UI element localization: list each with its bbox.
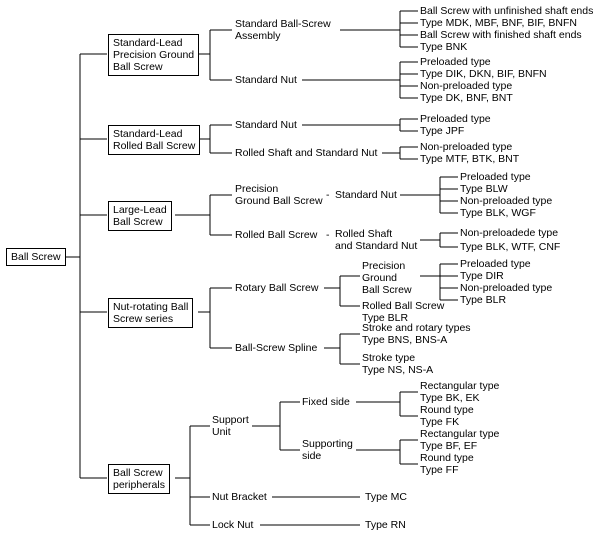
- root-node: Ball Screw: [6, 248, 66, 266]
- c4a-pg2: Type DIR: [460, 270, 504, 282]
- c3a: Precision Ground Ball Screw: [235, 183, 323, 207]
- c5a: Support Unit: [212, 414, 249, 438]
- c5a-fx: Fixed side: [302, 396, 350, 408]
- c5b1: Type MC: [365, 491, 407, 503]
- cat-nut-rotating: Nut-rotating Ball Screw series: [108, 298, 193, 328]
- cat-peripherals: Ball Screw peripherals: [108, 464, 170, 494]
- c4a: Rotary Ball Screw: [235, 282, 318, 294]
- c1b2: Type DIK, DKN, BIF, BNFN: [420, 68, 547, 80]
- c5c1: Type RN: [365, 519, 406, 531]
- c4a-pg: Precision Ground Ball Screw: [362, 260, 412, 296]
- c3b-sep: -: [326, 229, 330, 241]
- c3b: Rolled Ball Screw: [235, 229, 317, 241]
- c3a3: Non-preloaded type: [460, 195, 552, 207]
- cat-std-rolled: Standard-Lead Rolled Ball Screw: [108, 125, 200, 155]
- c4b: Ball-Screw Spline: [235, 342, 317, 354]
- c3b2: Type BLK, WTF, CNF: [460, 241, 560, 253]
- c3a2: Type BLW: [460, 183, 508, 195]
- tree-connectors: [0, 0, 610, 545]
- c2b: Rolled Shaft and Standard Nut: [235, 147, 377, 159]
- c3a-sn: Standard Nut: [335, 189, 397, 201]
- c3b-rs: Rolled Shaft and Standard Nut: [335, 228, 417, 252]
- c5b: Nut Bracket: [212, 491, 267, 503]
- c1b3: Non-preloaded type: [420, 80, 512, 92]
- c2a: Standard Nut: [235, 119, 297, 131]
- c4a-pg3: Non-preloaded type: [460, 282, 552, 294]
- c4b2: Stroke type Type NS, NS-A: [362, 352, 433, 376]
- c5a-fx2: Round type Type FK: [420, 404, 474, 428]
- c5a-fx1: Rectangular type Type BK, EK: [420, 380, 499, 404]
- c1a4: Type BNK: [420, 41, 467, 53]
- c1b1: Preloaded type: [420, 56, 491, 68]
- c4a-rb: Rolled Ball Screw Type BLR: [362, 300, 444, 324]
- c1a: Standard Ball-Screw Assembly: [235, 18, 331, 42]
- c1a2: Type MDK, MBF, BNF, BIF, BNFN: [420, 17, 577, 29]
- c1a3: Ball Screw with finished shaft ends: [420, 29, 582, 41]
- c5a-sp: Supporting side: [302, 438, 353, 462]
- c1b: Standard Nut: [235, 74, 297, 86]
- c1b4: Type DK, BNF, BNT: [420, 92, 513, 104]
- c5a-sp2: Round type Type FF: [420, 452, 474, 476]
- c2b1: Non-preloaded type: [420, 141, 512, 153]
- cat-large-lead: Large-Lead Ball Screw: [108, 201, 172, 231]
- c3a4: Type BLK, WGF: [460, 207, 536, 219]
- c1a1: Ball Screw with unfinished shaft ends: [420, 5, 593, 17]
- c3b1: Non-preloadede type: [460, 227, 558, 239]
- c2b2: Type MTF, BTK, BNT: [420, 153, 519, 165]
- c4a-pg1: Preloaded type: [460, 258, 531, 270]
- c5a-sp1: Rectangular type Type BF, EF: [420, 428, 499, 452]
- cat-std-precision: Standard-Lead Precision Ground Ball Scre…: [108, 34, 199, 76]
- c2a1: Preloaded type: [420, 113, 491, 125]
- c3a1: Preloaded type: [460, 171, 531, 183]
- ball-screw-tree: Ball Screw Standard-Lead Precision Groun…: [0, 0, 610, 545]
- c4a-pg4: Type BLR: [460, 294, 506, 306]
- c3a-sep: -: [326, 189, 330, 201]
- c5c: Lock Nut: [212, 519, 253, 531]
- c4b1: Stroke and rotary types Type BNS, BNS-A: [362, 322, 471, 346]
- c2a2: Type JPF: [420, 125, 464, 137]
